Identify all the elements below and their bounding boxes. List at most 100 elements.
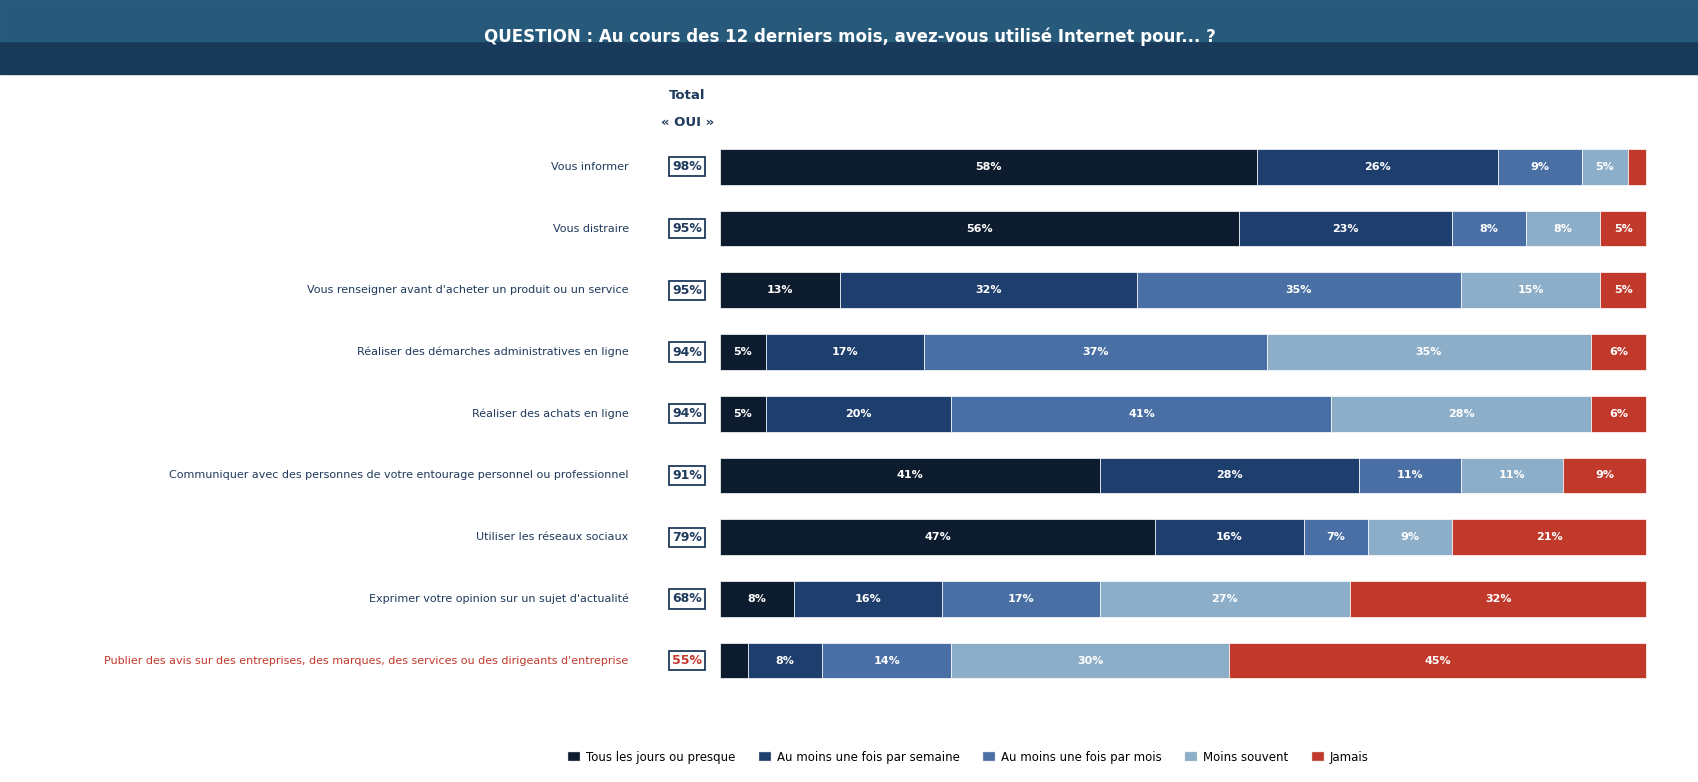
Text: 47%: 47%: [924, 533, 951, 542]
Text: 35%: 35%: [1285, 285, 1311, 296]
Text: 56%: 56%: [966, 224, 992, 234]
Text: Vous informer: Vous informer: [550, 162, 628, 172]
Bar: [1525, 210, 1600, 246]
Bar: [720, 581, 793, 617]
Bar: [951, 396, 1331, 432]
Bar: [1257, 149, 1498, 185]
Text: 68%: 68%: [672, 593, 701, 605]
Bar: [1229, 643, 1645, 679]
Bar: [1589, 396, 1645, 432]
Bar: [720, 457, 1099, 493]
Text: 11%: 11%: [1498, 471, 1525, 480]
Bar: [1452, 519, 1645, 555]
Text: 45%: 45%: [1425, 655, 1450, 665]
Text: 9%: 9%: [1594, 471, 1613, 480]
Text: 5%: 5%: [734, 347, 752, 357]
Bar: [1099, 581, 1350, 617]
Bar: [1367, 519, 1452, 555]
Bar: [1155, 519, 1302, 555]
Text: Réaliser des achats en ligne: Réaliser des achats en ligne: [472, 408, 628, 419]
Text: 5%: 5%: [1594, 162, 1613, 172]
Text: 21%: 21%: [1535, 533, 1562, 542]
Bar: [747, 643, 822, 679]
Text: 91%: 91%: [672, 469, 701, 482]
Text: Vous distraire: Vous distraire: [552, 224, 628, 234]
Bar: [766, 396, 951, 432]
Text: 30%: 30%: [1077, 655, 1104, 665]
Text: 28%: 28%: [1216, 471, 1241, 480]
Bar: [1238, 210, 1452, 246]
Text: 16%: 16%: [1216, 533, 1243, 542]
Text: Publier des avis sur des entreprises, des marques, des services ou des dirigeant: Publier des avis sur des entreprises, de…: [104, 655, 628, 665]
Bar: [1265, 334, 1589, 370]
Text: 26%: 26%: [1363, 162, 1391, 172]
Text: 8%: 8%: [1552, 224, 1572, 234]
Legend: Tous les jours ou presque, Au moins une fois par semaine, Au moins une fois par : Tous les jours ou presque, Au moins une …: [564, 746, 1372, 768]
Bar: [720, 519, 1155, 555]
Text: 98%: 98%: [672, 160, 701, 174]
Bar: [924, 334, 1265, 370]
Bar: [1562, 457, 1645, 493]
Bar: [766, 334, 924, 370]
Text: 17%: 17%: [830, 347, 857, 357]
Bar: [720, 334, 766, 370]
Bar: [1498, 149, 1581, 185]
Text: 15%: 15%: [1516, 285, 1543, 296]
Text: 20%: 20%: [846, 409, 871, 418]
Text: Réaliser des démarches administratives en ligne: Réaliser des démarches administratives e…: [357, 346, 628, 357]
Text: Exprimer votre opinion sur un sujet d'actualité: Exprimer votre opinion sur un sujet d'ac…: [368, 594, 628, 604]
Text: 28%: 28%: [1447, 409, 1474, 418]
Bar: [822, 643, 951, 679]
Bar: [1600, 272, 1645, 308]
Text: 8%: 8%: [774, 655, 793, 665]
Bar: [720, 396, 766, 432]
Text: 8%: 8%: [1479, 224, 1498, 234]
Text: 32%: 32%: [1484, 594, 1511, 604]
Text: 9%: 9%: [1530, 162, 1549, 172]
Text: 95%: 95%: [672, 222, 701, 235]
Bar: [1600, 210, 1645, 246]
Bar: [1460, 272, 1600, 308]
Text: Vous renseigner avant d'acheter un produit ou un service: Vous renseigner avant d'acheter un produ…: [307, 285, 628, 296]
Text: 37%: 37%: [1082, 347, 1107, 357]
Bar: [942, 581, 1099, 617]
Text: Communiquer avec des personnes de votre entourage personnel ou professionnel: Communiquer avec des personnes de votre …: [170, 471, 628, 480]
Text: 41%: 41%: [897, 471, 922, 480]
Bar: [1358, 457, 1460, 493]
Bar: [793, 581, 942, 617]
Bar: [1099, 457, 1358, 493]
Text: Utiliser les réseaux sociaux: Utiliser les réseaux sociaux: [475, 533, 628, 542]
Text: 58%: 58%: [975, 162, 1002, 172]
Text: 16%: 16%: [854, 594, 881, 604]
Text: 8%: 8%: [747, 594, 766, 604]
Bar: [1627, 149, 1645, 185]
Bar: [1581, 149, 1627, 185]
Bar: [1302, 519, 1367, 555]
Text: 27%: 27%: [1211, 594, 1238, 604]
Bar: [1331, 396, 1589, 432]
Bar: [720, 149, 1257, 185]
Bar: [1460, 457, 1562, 493]
Bar: [1589, 334, 1645, 370]
Text: « OUI »: « OUI »: [661, 116, 713, 128]
Text: 7%: 7%: [1326, 533, 1345, 542]
Text: 23%: 23%: [1331, 224, 1358, 234]
Text: 11%: 11%: [1396, 471, 1423, 480]
Text: 35%: 35%: [1414, 347, 1442, 357]
Bar: [720, 210, 1238, 246]
Text: 5%: 5%: [1613, 285, 1632, 296]
Text: 6%: 6%: [1608, 409, 1627, 418]
Bar: [720, 272, 841, 308]
Text: 5%: 5%: [1613, 224, 1632, 234]
Text: 79%: 79%: [672, 531, 701, 543]
Bar: [951, 643, 1229, 679]
Text: 9%: 9%: [1399, 533, 1420, 542]
Text: 41%: 41%: [1127, 409, 1155, 418]
Bar: [0, 0, 1698, 41]
Text: 32%: 32%: [975, 285, 1002, 296]
Bar: [841, 272, 1136, 308]
Text: 95%: 95%: [672, 284, 701, 297]
Text: 13%: 13%: [766, 285, 793, 296]
Text: 94%: 94%: [672, 407, 701, 420]
Text: Total: Total: [669, 89, 705, 102]
